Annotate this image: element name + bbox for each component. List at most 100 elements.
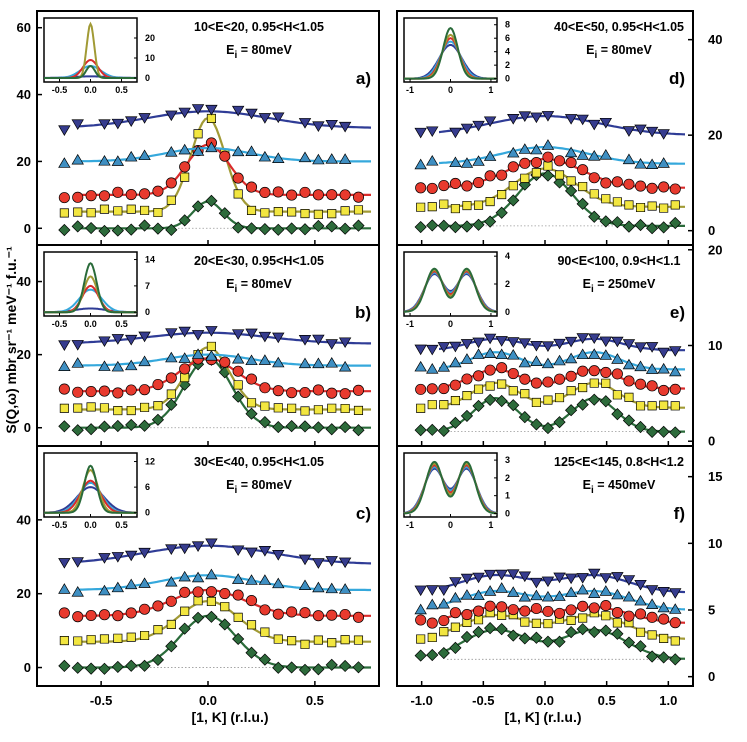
data-point xyxy=(565,626,578,639)
data-point xyxy=(246,398,257,408)
data-point xyxy=(634,218,647,232)
data-point xyxy=(232,589,244,601)
data-point xyxy=(112,186,124,198)
ei-label: Ei = 80meV xyxy=(586,43,652,61)
data-point xyxy=(450,395,460,406)
data-point xyxy=(166,389,176,399)
data-point xyxy=(564,352,578,364)
data-point xyxy=(72,386,84,398)
data-point xyxy=(669,426,682,439)
data-point xyxy=(542,605,554,617)
data-point xyxy=(449,177,461,189)
fit-curve xyxy=(79,143,371,196)
data-point xyxy=(565,157,577,169)
data-point xyxy=(98,385,111,397)
data-point xyxy=(622,153,636,165)
y-tick-label: 60 xyxy=(17,20,31,35)
data-point xyxy=(588,348,601,359)
data-point xyxy=(298,579,312,591)
data-point xyxy=(426,344,439,356)
data-point xyxy=(473,200,484,210)
data-point xyxy=(565,604,577,616)
data-point xyxy=(112,610,124,622)
data-point xyxy=(634,342,647,353)
inset-curve xyxy=(44,64,137,79)
data-point xyxy=(634,640,647,653)
data-point xyxy=(553,176,566,189)
data-point xyxy=(601,378,611,388)
y-tick-label: 40 xyxy=(17,274,31,289)
data-point xyxy=(553,373,566,385)
data-point xyxy=(426,182,438,194)
data-point xyxy=(299,186,311,198)
data-point xyxy=(645,126,659,138)
data-point xyxy=(287,207,297,217)
data-point xyxy=(612,197,622,207)
ei-value: = 80meV xyxy=(237,43,292,57)
data-point xyxy=(85,190,97,202)
data-point xyxy=(58,558,71,569)
data-point xyxy=(272,661,285,674)
data-point xyxy=(99,403,110,413)
y-tick-label: 0 xyxy=(24,420,31,435)
data-point xyxy=(58,223,71,237)
data-point xyxy=(669,365,682,377)
data-point xyxy=(231,573,245,584)
data-point xyxy=(139,188,151,200)
data-point xyxy=(178,143,191,155)
data-point xyxy=(553,572,566,584)
data-point xyxy=(258,113,272,124)
data-point xyxy=(298,223,312,236)
data-point xyxy=(166,195,176,205)
data-point xyxy=(576,197,589,210)
data-point xyxy=(495,206,508,219)
data-point xyxy=(520,617,530,627)
data-point xyxy=(219,356,231,368)
data-point xyxy=(124,359,138,371)
inset-y-tick-label: 1 xyxy=(505,491,510,501)
data-point xyxy=(272,356,285,368)
data-point xyxy=(205,586,217,598)
data-point xyxy=(657,129,670,140)
data-point xyxy=(86,208,96,218)
data-point xyxy=(338,557,352,569)
energy-label: 125<E<145, 0.8<H<1.2 xyxy=(554,455,684,469)
data-point xyxy=(554,170,565,180)
data-point xyxy=(219,587,231,600)
data-point xyxy=(438,179,450,192)
data-point xyxy=(460,339,474,350)
data-point xyxy=(589,189,599,199)
data-point xyxy=(338,337,352,349)
data-point xyxy=(153,625,163,635)
data-point xyxy=(461,373,473,385)
data-point xyxy=(543,395,553,405)
energy-label: 10<E<20, 0.95<H<1.05 xyxy=(194,20,324,34)
data-point xyxy=(518,111,532,122)
data-point xyxy=(258,354,272,365)
data-point xyxy=(484,170,496,182)
data-point xyxy=(111,155,125,166)
data-point xyxy=(576,398,589,411)
data-point xyxy=(126,405,136,416)
data-point xyxy=(352,384,365,396)
data-point xyxy=(232,390,245,403)
data-point xyxy=(151,653,165,667)
data-point xyxy=(669,603,682,614)
data-point xyxy=(73,403,83,413)
data-point xyxy=(473,384,484,394)
data-point xyxy=(259,186,271,198)
data-point xyxy=(138,419,151,432)
data-point xyxy=(232,632,245,646)
data-point xyxy=(634,579,647,591)
data-point xyxy=(426,598,439,610)
data-point xyxy=(139,603,151,615)
data-point xyxy=(298,118,312,129)
inset-y-tick-label: 10 xyxy=(145,53,155,63)
data-point xyxy=(327,403,337,413)
energy-label: 30<E<40, 0.95<H<1.05 xyxy=(194,455,324,469)
y-tick-label: 20 xyxy=(17,347,31,362)
inset-x-tick-label: -0.5 xyxy=(52,319,68,329)
inset-curve xyxy=(43,486,138,514)
data-point xyxy=(483,116,497,128)
data-point xyxy=(273,634,283,644)
